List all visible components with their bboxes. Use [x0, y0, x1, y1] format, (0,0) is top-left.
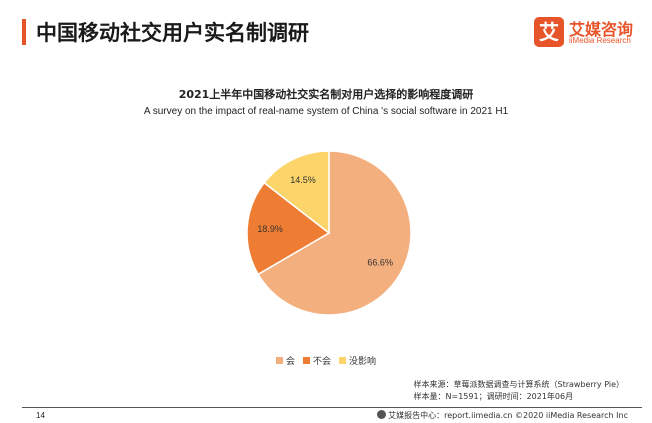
slice-label-1: 66.6% [367, 257, 393, 267]
legend-label-3: 没影响 [349, 357, 377, 367]
slice-label-2: 18.9% [257, 224, 283, 234]
page-title: 中国移动社交用户实名制调研 [36, 21, 309, 45]
legend-item-1: 会 [275, 354, 295, 367]
footer-divider [22, 407, 642, 408]
chart-title: 2021上半年中国移动社交实名制对用户选择的影响程度调研 [178, 88, 474, 101]
logo: 艾 艾媒咨询 iiMedia Research [534, 17, 644, 51]
legend-swatch-3 [339, 357, 346, 364]
legend-label-2: 不会 [312, 357, 331, 367]
page-number: 14 [36, 411, 45, 420]
logo-mark: 艾 [534, 17, 564, 47]
source-line-1: 样本来源：草莓派数据调查与计算系统（Strawberry Pie） [413, 380, 624, 389]
chart-legend: 会 不会 没影响 [0, 354, 652, 367]
footer-label: 艾媒报告中心：report.iimedia.cn ©2020 iiMedia R… [388, 411, 628, 420]
legend-label-1: 会 [285, 357, 295, 367]
pie-slice-3 [263, 150, 330, 235]
legend-swatch-1 [275, 357, 283, 364]
legend-item-3: 没影响 [339, 354, 376, 367]
legend-swatch-2 [302, 357, 310, 364]
source-line-2: 样本量：N=1591；调研时间：2021年06月 [413, 392, 574, 401]
pie-slice-2 [246, 181, 331, 276]
slice-label-3: 14.5% [290, 175, 316, 185]
legend-item-2: 不会 [302, 354, 331, 367]
header-accent-bar [22, 19, 26, 45]
pie-slice-1 [257, 150, 412, 316]
report-center-icon [377, 410, 387, 419]
chart-subtitle: A survey on the impact of real-name syst… [143, 106, 509, 117]
logo-name-cn: 艾媒咨询 [569, 20, 634, 39]
logo-name-en: iiMedia Research [569, 36, 631, 45]
source-note: 样本来源：草莓派数据调查与计算系统（Strawberry Pie） 样本量：N=… [414, 379, 624, 403]
footer-text: 艾媒报告中心：report.iimedia.cn ©2020 iiMedia R… [377, 410, 628, 421]
